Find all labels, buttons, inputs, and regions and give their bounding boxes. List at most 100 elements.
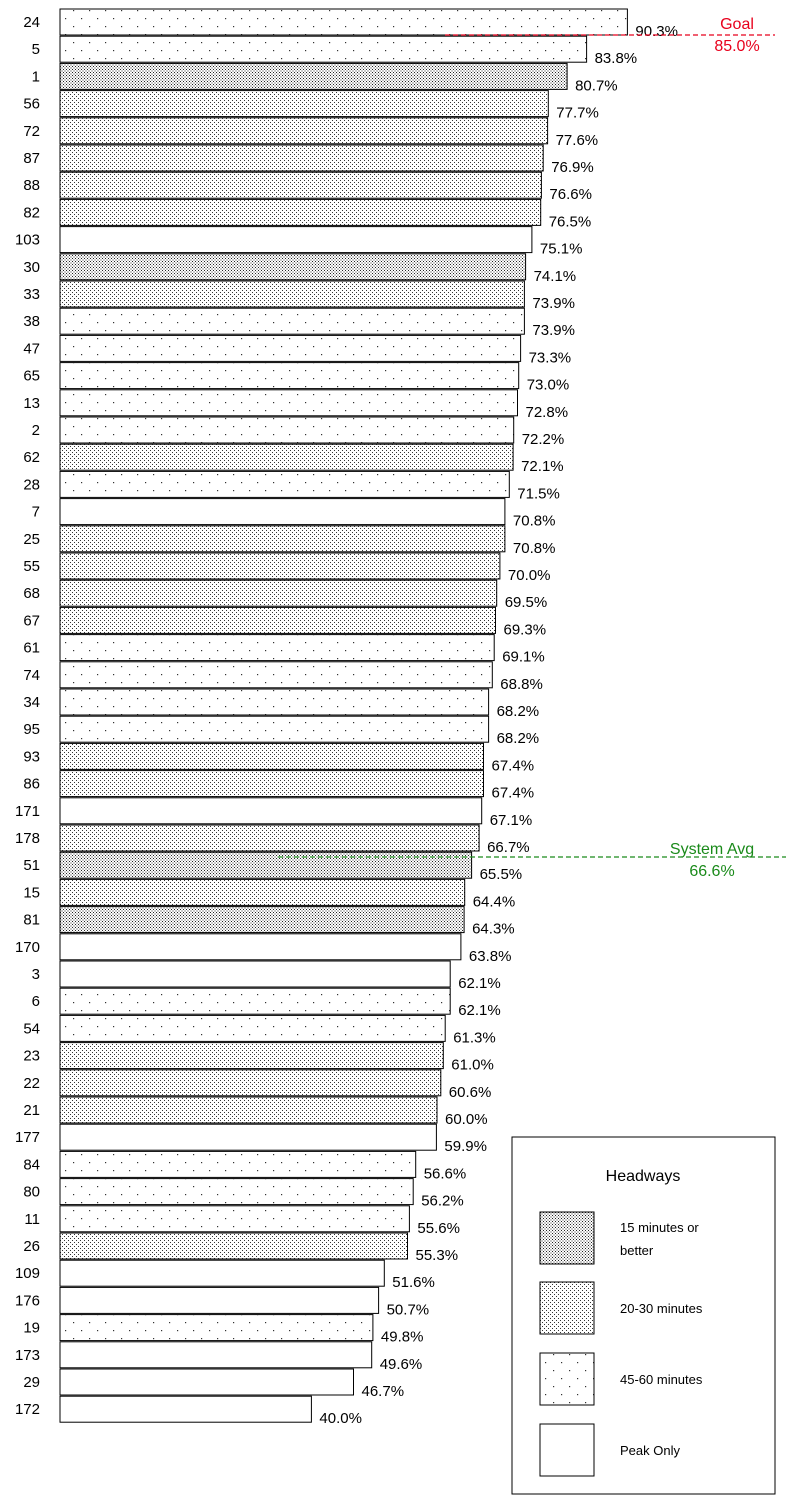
bar-route-177	[59, 1123, 437, 1151]
bar-route-84	[59, 1150, 417, 1178]
value-label: 77.6%	[556, 132, 599, 149]
value-label: 56.6%	[424, 1165, 467, 1182]
bar-route-65	[59, 362, 520, 390]
value-label: 70.8%	[513, 513, 556, 530]
bar-route-86	[59, 770, 484, 798]
category-label: 15	[23, 884, 40, 901]
bar-route-33	[59, 280, 525, 308]
category-label: 176	[15, 1292, 40, 1309]
value-label: 55.3%	[416, 1247, 459, 1264]
category-label: 13	[23, 395, 40, 412]
value-label: 49.8%	[381, 1329, 424, 1346]
category-label: 28	[23, 476, 40, 493]
value-label: 73.3%	[529, 349, 572, 366]
bar-route-72	[59, 117, 549, 145]
value-label: 51.6%	[392, 1274, 435, 1291]
bar-route-88	[59, 171, 542, 199]
value-label: 59.9%	[444, 1138, 487, 1155]
category-label: 24	[23, 14, 40, 31]
category-label: 172	[15, 1401, 40, 1418]
value-label: 62.1%	[458, 975, 501, 992]
value-label: 72.8%	[526, 404, 569, 421]
bar-route-23	[59, 1042, 444, 1070]
value-label: 55.6%	[417, 1220, 460, 1237]
legend-swatch-peak	[539, 1423, 595, 1477]
value-label: 70.8%	[513, 540, 556, 557]
category-label: 21	[23, 1102, 40, 1119]
value-label: 76.9%	[551, 159, 594, 176]
value-label: 63.8%	[469, 948, 512, 965]
category-label: 56	[23, 96, 40, 113]
category-label: 38	[23, 313, 40, 330]
category-label: 81	[23, 912, 40, 929]
category-label: 93	[23, 748, 40, 765]
reference-name-avg: System Avg	[670, 841, 754, 858]
value-label: 66.7%	[487, 839, 530, 856]
category-label: 54	[23, 1020, 40, 1037]
legend-label-45-60: 45-60 minutes	[620, 1372, 703, 1387]
value-label: 76.6%	[549, 186, 592, 203]
bar-route-171	[59, 797, 483, 825]
category-label: 30	[23, 259, 40, 276]
category-label: 171	[15, 803, 40, 820]
bar-route-103	[59, 226, 533, 254]
legend-swatch-45-60	[539, 1352, 595, 1406]
category-label: 80	[23, 1184, 40, 1201]
value-label: 71.5%	[517, 485, 560, 502]
category-label: 29	[23, 1374, 40, 1391]
reference-value-goal: 85.0%	[714, 38, 759, 55]
legend: Headways 15 minutes or better 20-30 minutes…	[511, 1136, 776, 1495]
bar-route-81	[59, 906, 465, 934]
bar-route-26	[59, 1232, 408, 1260]
bar-route-82	[59, 198, 542, 226]
legend-title: Headways	[606, 1168, 681, 1185]
bar-route-172	[59, 1395, 312, 1423]
value-label: 69.3%	[504, 621, 547, 638]
value-label: 72.1%	[521, 458, 564, 475]
bar-route-7	[59, 498, 506, 526]
category-label: 34	[23, 694, 40, 711]
value-label: 46.7%	[362, 1383, 405, 1400]
bar-route-68	[59, 579, 498, 607]
category-label: 72	[23, 123, 40, 140]
bar-route-178	[59, 824, 480, 852]
bar-route-74	[59, 661, 493, 689]
value-label: 49.6%	[380, 1356, 423, 1373]
bar-route-95	[59, 715, 490, 743]
category-label: 11	[24, 1211, 40, 1228]
value-label: 60.0%	[445, 1111, 488, 1128]
value-label: 80.7%	[575, 77, 618, 94]
bar-route-62	[59, 443, 514, 471]
category-label: 170	[15, 939, 40, 956]
bar-route-11	[59, 1205, 410, 1233]
value-label: 75.1%	[540, 241, 583, 258]
value-label: 69.1%	[502, 649, 545, 666]
value-label: 68.2%	[497, 730, 540, 747]
category-label: 173	[15, 1347, 40, 1364]
value-label: 62.1%	[458, 1002, 501, 1019]
value-label: 67.1%	[490, 812, 533, 829]
value-label: 72.2%	[522, 431, 565, 448]
bar-route-51	[59, 851, 473, 879]
bar-route-29	[59, 1368, 354, 1396]
bar-route-13	[59, 389, 518, 417]
value-label: 73.9%	[532, 295, 575, 312]
value-label: 77.7%	[556, 105, 599, 122]
legend-swatch-20-30	[539, 1281, 595, 1335]
category-label: 19	[23, 1320, 40, 1337]
value-label: 83.8%	[595, 50, 638, 67]
bar-route-3	[59, 960, 451, 988]
reference-name-goal: Goal	[720, 16, 754, 33]
bar-route-5	[59, 35, 588, 63]
bar-route-67	[59, 606, 496, 634]
bar-route-2	[59, 416, 515, 444]
category-label: 51	[23, 857, 40, 874]
value-label: 60.6%	[449, 1084, 492, 1101]
bar-route-1	[59, 62, 568, 90]
value-label: 68.2%	[497, 703, 540, 720]
bar-route-55	[59, 552, 501, 580]
category-label: 1	[32, 68, 40, 85]
category-label: 82	[23, 204, 40, 221]
value-label: 67.4%	[492, 757, 535, 774]
